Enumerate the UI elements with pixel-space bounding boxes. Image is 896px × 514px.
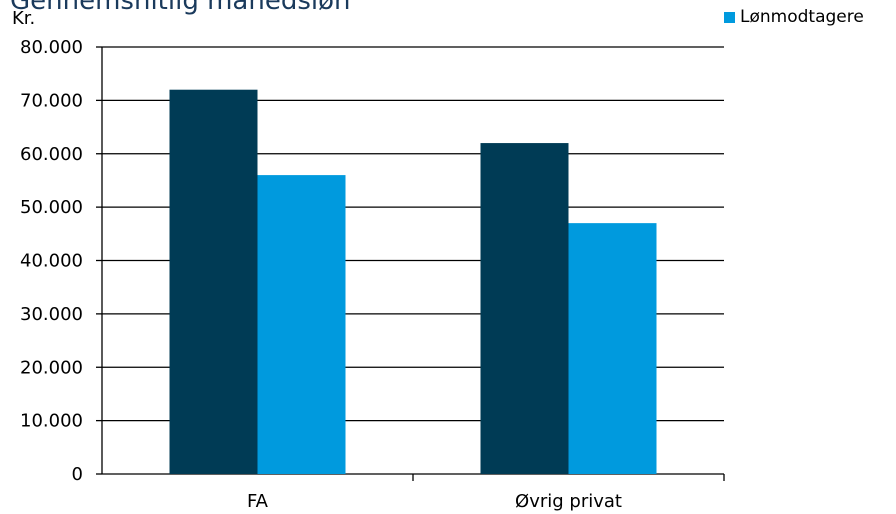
y-tick-label: 0 [72,464,83,485]
y-tick-label: 40.000 [20,251,83,272]
y-axis-label: Kr. [12,8,36,29]
bar [568,223,657,474]
x-tick-label: FA [247,491,269,512]
y-tick-label: 30.000 [20,304,83,325]
legend: Lønmodtagere [724,7,864,27]
y-tick-label: 10.000 [20,411,83,432]
legend-label-lonmodtagere: Lønmodtagere [740,7,864,27]
chart-title: Gennemsnitlig månedsløn [10,0,351,16]
x-tick-label: Øvrig privat [515,491,622,512]
bar [257,175,346,474]
y-tick-label: 80.000 [20,37,83,58]
y-tick-label: 60.000 [20,144,83,165]
y-tick-label: 50.000 [20,197,83,218]
bar [169,89,258,474]
legend-swatch-lonmodtagere [724,11,735,23]
bar [480,143,569,474]
y-tick-label: 20.000 [20,357,83,378]
y-tick-label: 70.000 [20,90,83,111]
